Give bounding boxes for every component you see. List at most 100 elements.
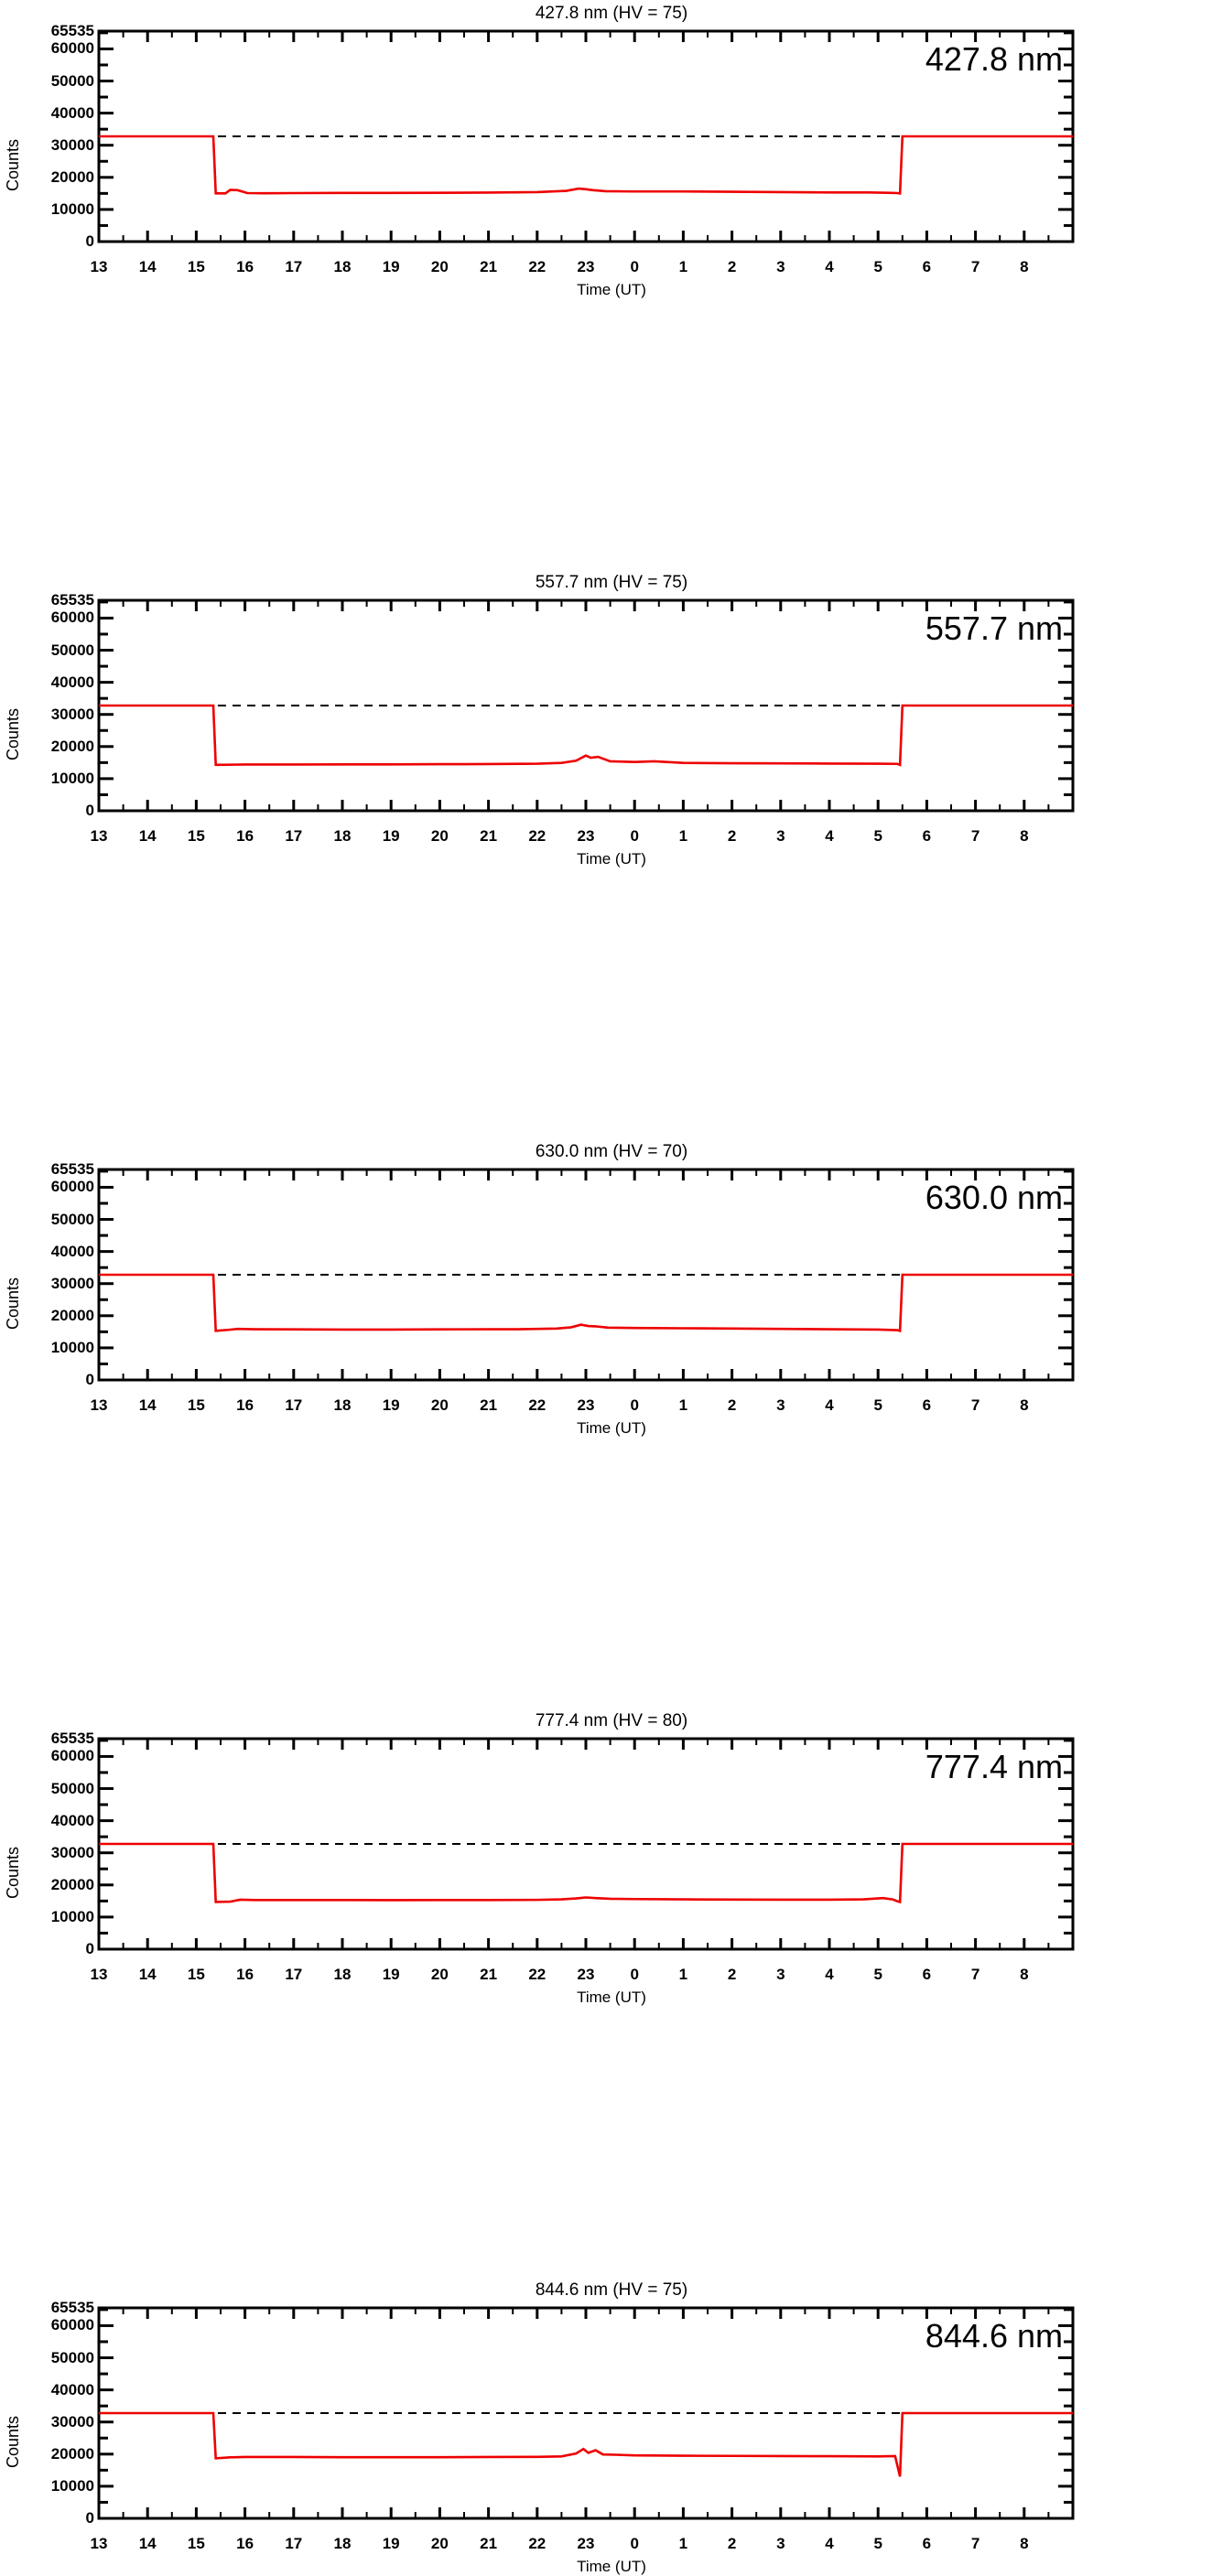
panel-title: 777.4 nm (HV = 80): [535, 1711, 688, 1730]
plot-area: 0 10000 20000 30000 40000 50000 60000 65535 13 14…: [0, 1160, 1223, 1437]
y-tick-label: 10000: [50, 1907, 94, 1925]
y-tick-label: 20000: [50, 2444, 94, 2463]
panel-4: 777.4 nm (HV = 80) 0 10000 20000 30000 40000 5…: [0, 1708, 1223, 2006]
x-tick-label: 13: [90, 1966, 108, 1983]
x-tick-label: 21: [480, 1966, 498, 1983]
panel-title: 427.8 nm (HV = 75): [535, 4, 688, 23]
x-axis-label: Time (UT): [577, 1419, 646, 1437]
x-tick-labels: 13 14 15 16 17 18 19 20 21 22 23 0 1 2 3 4 5 6 7 8: [0, 822, 1223, 849]
x-tick-label: 16: [236, 2535, 254, 2552]
x-axis-label: Time (UT): [577, 850, 646, 868]
plot-canvas: [97, 598, 1075, 813]
x-tick-label: 21: [480, 1396, 498, 1414]
y-tick-labels: 0 10000 20000 30000 40000 50000 60000 65535: [0, 591, 94, 822]
x-tick-label: 6: [922, 2535, 932, 2552]
x-axis-label: Time (UT): [577, 1989, 646, 2006]
x-tick-label: 17: [285, 258, 303, 275]
x-tick-label: 4: [825, 258, 834, 275]
x-tick-label: 0: [630, 2535, 639, 2552]
x-tick-label: 5: [873, 1396, 882, 1414]
data-line-630-0-nm: [99, 1273, 1073, 1332]
x-tick-label: 15: [187, 2535, 205, 2552]
y-tick-label: 30000: [50, 2412, 94, 2430]
x-tick-label: 4: [825, 1396, 834, 1414]
y-tick-label: 40000: [50, 673, 94, 691]
y-tick-label: 20000: [50, 167, 94, 186]
y-tick-label: 65535: [50, 22, 94, 39]
y-tick-labels: 0 10000 20000 30000 40000 50000 60000 65535: [0, 22, 94, 253]
y-tick-label: 65535: [50, 1730, 94, 1747]
x-tick-label: 23: [577, 1396, 595, 1414]
y-tick-label: 30000: [50, 135, 94, 154]
x-tick-label: 22: [528, 827, 547, 845]
x-tick-label: 22: [528, 1966, 547, 1983]
y-tick-labels: 0 10000 20000 30000 40000 50000 60000 65535: [0, 1160, 94, 1391]
x-tick-label: 2: [727, 258, 737, 275]
x-tick-label: 8: [1020, 258, 1029, 275]
x-tick-label: 18: [333, 1966, 352, 1983]
x-tick-label: 4: [825, 827, 834, 845]
y-tick-label: 10000: [50, 1338, 94, 1356]
y-tick-label: 40000: [50, 1242, 94, 1260]
y-axis-label: Counts: [4, 707, 22, 760]
y-tick-label: 65535: [50, 2299, 94, 2316]
y-tick-label: 60000: [50, 2316, 94, 2334]
x-tick-label: 13: [90, 827, 108, 845]
x-tick-label: 21: [480, 827, 498, 845]
x-tick-label: 20: [430, 258, 449, 275]
wavelength-annotation: 844.6 nm: [925, 2317, 1063, 2355]
x-tick-label: 1: [678, 258, 688, 275]
panel-2: 557.7 nm (HV = 75) 0 10000 20000 30000 40000 5…: [0, 569, 1223, 868]
y-tick-label: 50000: [50, 2348, 94, 2366]
x-tick-label: 8: [1020, 1396, 1029, 1414]
x-tick-label: 20: [430, 1966, 449, 1983]
x-tick-label: 8: [1020, 827, 1029, 845]
x-tick-label: 22: [528, 258, 547, 275]
x-tick-label: 23: [577, 258, 595, 275]
x-tick-label: 6: [922, 258, 932, 275]
y-axis-label: Counts: [4, 138, 22, 191]
plot-area: 0 10000 20000 30000 40000 50000 60000 65535 13 14…: [0, 2299, 1223, 2575]
data-line-777-4-nm: [99, 1842, 1073, 1904]
x-tick-label: 18: [333, 827, 352, 845]
x-tick-label: 3: [776, 2535, 785, 2552]
x-tick-labels: 13 14 15 16 17 18 19 20 21 22 23 0 1 2 3 4 5 6 7 8: [0, 1391, 1223, 1418]
panel-title: 630.0 nm (HV = 70): [535, 1142, 688, 1161]
y-tick-label: 40000: [50, 103, 94, 122]
x-tick-label: 13: [90, 258, 108, 275]
plot-canvas: [97, 29, 1075, 243]
plot-canvas: [97, 1168, 1075, 1382]
plot-area: 0 10000 20000 30000 40000 50000 60000 65535 13 14…: [0, 591, 1223, 868]
x-tick-label: 1: [678, 1966, 688, 1983]
x-tick-label: 17: [285, 1396, 303, 1414]
x-tick-label: 2: [727, 1966, 737, 1983]
x-tick-label: 1: [678, 2535, 688, 2552]
x-tick-label: 18: [333, 2535, 352, 2552]
x-tick-label: 14: [138, 258, 157, 275]
x-tick-label: 8: [1020, 1966, 1029, 1983]
x-tick-label: 3: [776, 258, 785, 275]
y-tick-label: 60000: [50, 39, 94, 58]
x-tick-label: 7: [970, 2535, 980, 2552]
x-tick-label: 8: [1020, 2535, 1029, 2552]
x-tick-label: 16: [236, 258, 254, 275]
x-tick-label: 5: [873, 1966, 882, 1983]
panel-3: 630.0 nm (HV = 70) 0 10000 20000 30000 40000 5…: [0, 1138, 1223, 1437]
y-tick-label: 50000: [50, 1210, 94, 1228]
y-tick-label: 50000: [50, 1779, 94, 1797]
x-tick-label: 20: [430, 2535, 449, 2552]
x-tick-label: 0: [630, 827, 639, 845]
panel-1: 427.8 nm (HV = 75) 0 10000 20000 30000 40000 5…: [0, 0, 1223, 298]
x-tick-labels: 13 14 15 16 17 18 19 20 21 22 23 0 1 2 3 4 5 6 7 8: [0, 2529, 1223, 2557]
panel-title: 844.6 nm (HV = 75): [535, 2280, 688, 2300]
y-tick-label: 10000: [50, 199, 94, 218]
x-tick-label: 15: [187, 258, 205, 275]
x-tick-label: 21: [480, 258, 498, 275]
x-tick-label: 23: [577, 1966, 595, 1983]
wavelength-annotation: 777.4 nm: [925, 1748, 1063, 1785]
y-tick-label: 0: [85, 802, 94, 819]
x-tick-label: 7: [970, 1396, 980, 1414]
x-tick-labels: 13 14 15 16 17 18 19 20 21 22 23 0 1 2 3 4 5 6 7 8: [0, 1960, 1223, 1988]
x-tick-label: 20: [430, 827, 449, 845]
x-tick-label: 19: [382, 1966, 400, 1983]
